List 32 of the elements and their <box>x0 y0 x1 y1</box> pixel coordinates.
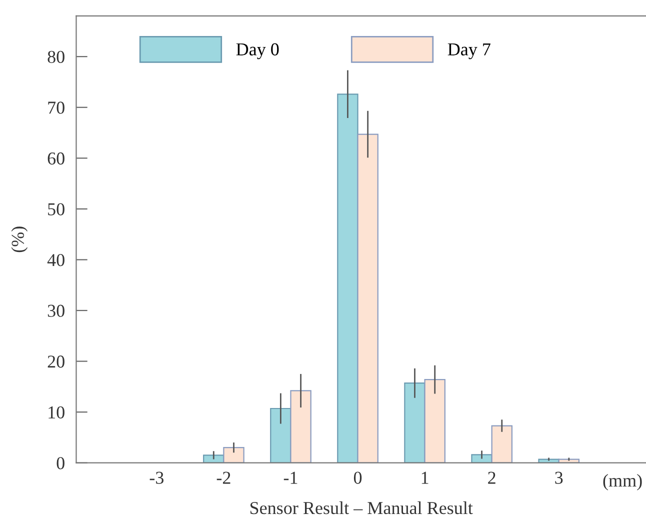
x-tick-label: 3 <box>555 472 563 484</box>
y-tick-label: 70 <box>48 102 64 114</box>
y-tick-label: 50 <box>48 203 64 216</box>
x-axis-title: Sensor Result – Manual Result <box>250 501 473 514</box>
bar <box>223 447 244 463</box>
y-tick-label: 0 <box>56 457 64 470</box>
x-tick-label: -2 <box>216 472 230 484</box>
bar <box>404 382 426 463</box>
x-tick-label: -3 <box>150 472 164 484</box>
bar <box>491 425 512 463</box>
bar <box>471 454 492 463</box>
y-tick-label: 40 <box>47 254 64 266</box>
bar <box>270 408 292 463</box>
bar <box>424 379 446 463</box>
bar <box>290 390 312 463</box>
bar <box>357 134 378 463</box>
text: (mm) <box>603 474 642 490</box>
bar <box>538 458 560 463</box>
x-tick-label: 1 <box>422 472 428 484</box>
y-tick-label: 60 <box>48 152 64 165</box>
y-tick-label: 10 <box>48 406 64 418</box>
x-tick-label: -1 <box>284 472 298 484</box>
bar <box>558 458 580 463</box>
legend-label: Day 7 <box>448 43 490 60</box>
y-tick-label: 30 <box>48 304 64 317</box>
y-tick-label: 20 <box>48 356 64 368</box>
x-tick-label: 0 <box>354 472 362 484</box>
y-tick-label: 80 <box>48 50 64 64</box>
y-axis-title: (%) <box>11 226 28 252</box>
legend-label: Day 0 <box>236 43 279 60</box>
x-tick-label: 2 <box>488 472 496 484</box>
bar <box>337 94 358 463</box>
